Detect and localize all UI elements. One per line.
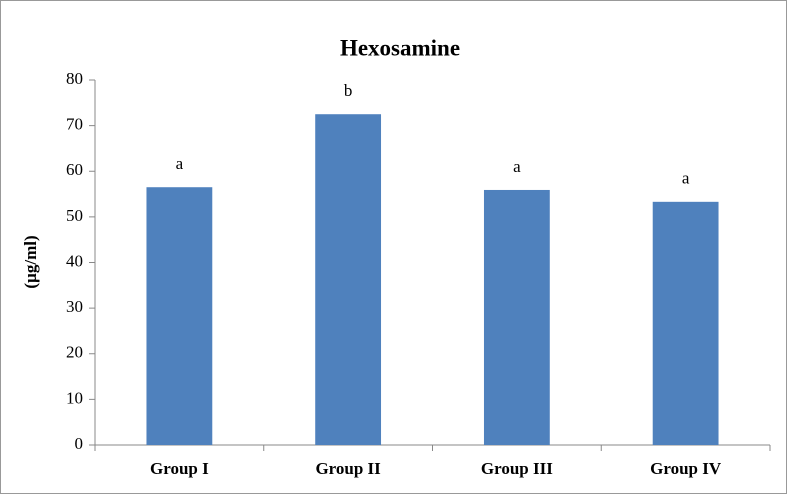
y-tick-label: 40 xyxy=(66,251,83,270)
bar-annotation: a xyxy=(513,157,521,176)
bar xyxy=(315,114,382,445)
bar-annotation: b xyxy=(344,81,353,100)
chart-title: Hexosamine xyxy=(340,35,460,60)
y-tick-label: 50 xyxy=(66,206,83,225)
y-tick-label: 0 xyxy=(75,434,84,453)
bar-annotation: a xyxy=(176,154,184,173)
bar xyxy=(652,201,719,445)
x-tick-label: Group III xyxy=(481,459,553,478)
y-tick-label: 10 xyxy=(66,388,83,407)
bar xyxy=(483,189,550,445)
x-tick-label: Group I xyxy=(150,459,209,478)
bar-annotation: a xyxy=(682,169,690,188)
y-tick-label: 70 xyxy=(66,115,83,134)
y-tick-label: 80 xyxy=(66,69,83,88)
y-tick-label: 30 xyxy=(66,297,83,316)
y-axis-title: (µg/ml) xyxy=(21,235,40,288)
y-tick-label: 20 xyxy=(66,343,83,362)
x-tick-label: Group IV xyxy=(650,459,722,478)
x-tick-label: Group II xyxy=(315,459,381,478)
y-tick-label: 60 xyxy=(66,160,83,179)
bar xyxy=(146,187,213,445)
